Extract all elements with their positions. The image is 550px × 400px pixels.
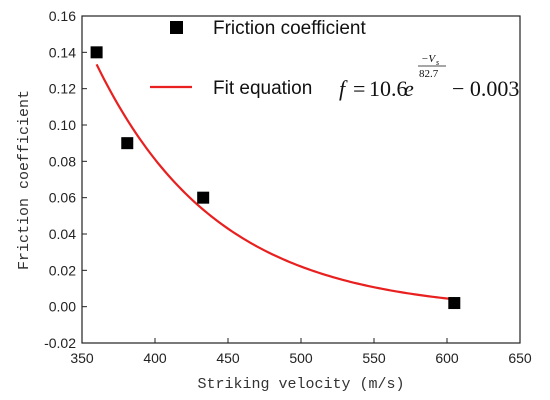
x-tick-label: 400 (143, 350, 167, 366)
eq-exp-denominator: 82.7 (419, 68, 439, 80)
x-axis-title: Striking velocity (m/s) (197, 376, 404, 393)
legend-label-friction: Friction coefficient (213, 18, 366, 39)
x-axis: 350 400 450 500 550 600 650 (70, 338, 532, 366)
eq-exp-numerator: −V (421, 53, 436, 65)
eq-tail: − 0.003 (452, 76, 519, 101)
legend-label-fit: Fit equation (213, 78, 312, 99)
y-tick-label: 0.12 (49, 81, 76, 97)
data-points (90, 46, 461, 310)
plot-frame (81, 15, 521, 344)
data-point (90, 46, 103, 59)
x-tick-label: 500 (289, 350, 313, 366)
y-axis-title: Friction coefficient (16, 90, 33, 270)
x-tick-label: 650 (508, 350, 532, 366)
y-tick-label: 0.00 (49, 299, 76, 315)
plot-area-border (81, 15, 521, 344)
x-tick-label: 350 (70, 350, 94, 366)
y-tick-label: 0.08 (49, 153, 76, 169)
x-tick-label: 600 (435, 350, 459, 366)
y-tick-label: 0.02 (49, 262, 76, 278)
y-tick-label: -0.02 (44, 335, 76, 351)
eq-lhs: f (339, 76, 348, 101)
y-axis: -0.02 0.00 0.02 0.04 0.06 0.08 0.10 0.12 0.14 0.1… (44, 8, 87, 351)
data-point (121, 137, 134, 150)
y-tick-label: 0.10 (49, 117, 76, 133)
y-tick-label: 0.06 (49, 190, 76, 206)
fit-curve-line (95, 63, 455, 301)
legend-marker-square (170, 21, 183, 34)
y-tick-label: 0.04 (49, 226, 76, 242)
x-tick-label: 550 (362, 350, 386, 366)
x-tick-label: 450 (216, 350, 240, 366)
data-point (448, 297, 461, 310)
eq-equals: = (353, 76, 365, 101)
fit-equation: f = 10.6 e −V s 82.7 − 0.003 (339, 53, 519, 101)
y-tick-label: 0.16 (49, 8, 76, 24)
eq-base: e (404, 76, 414, 101)
eq-coefficient: 10.6 (369, 76, 408, 101)
data-point (197, 191, 210, 204)
eq-exp-numerator-sub: s (436, 58, 439, 67)
legend: Friction coefficient Fit equation f = 10… (150, 18, 519, 101)
y-tick-label: 0.14 (49, 44, 76, 60)
